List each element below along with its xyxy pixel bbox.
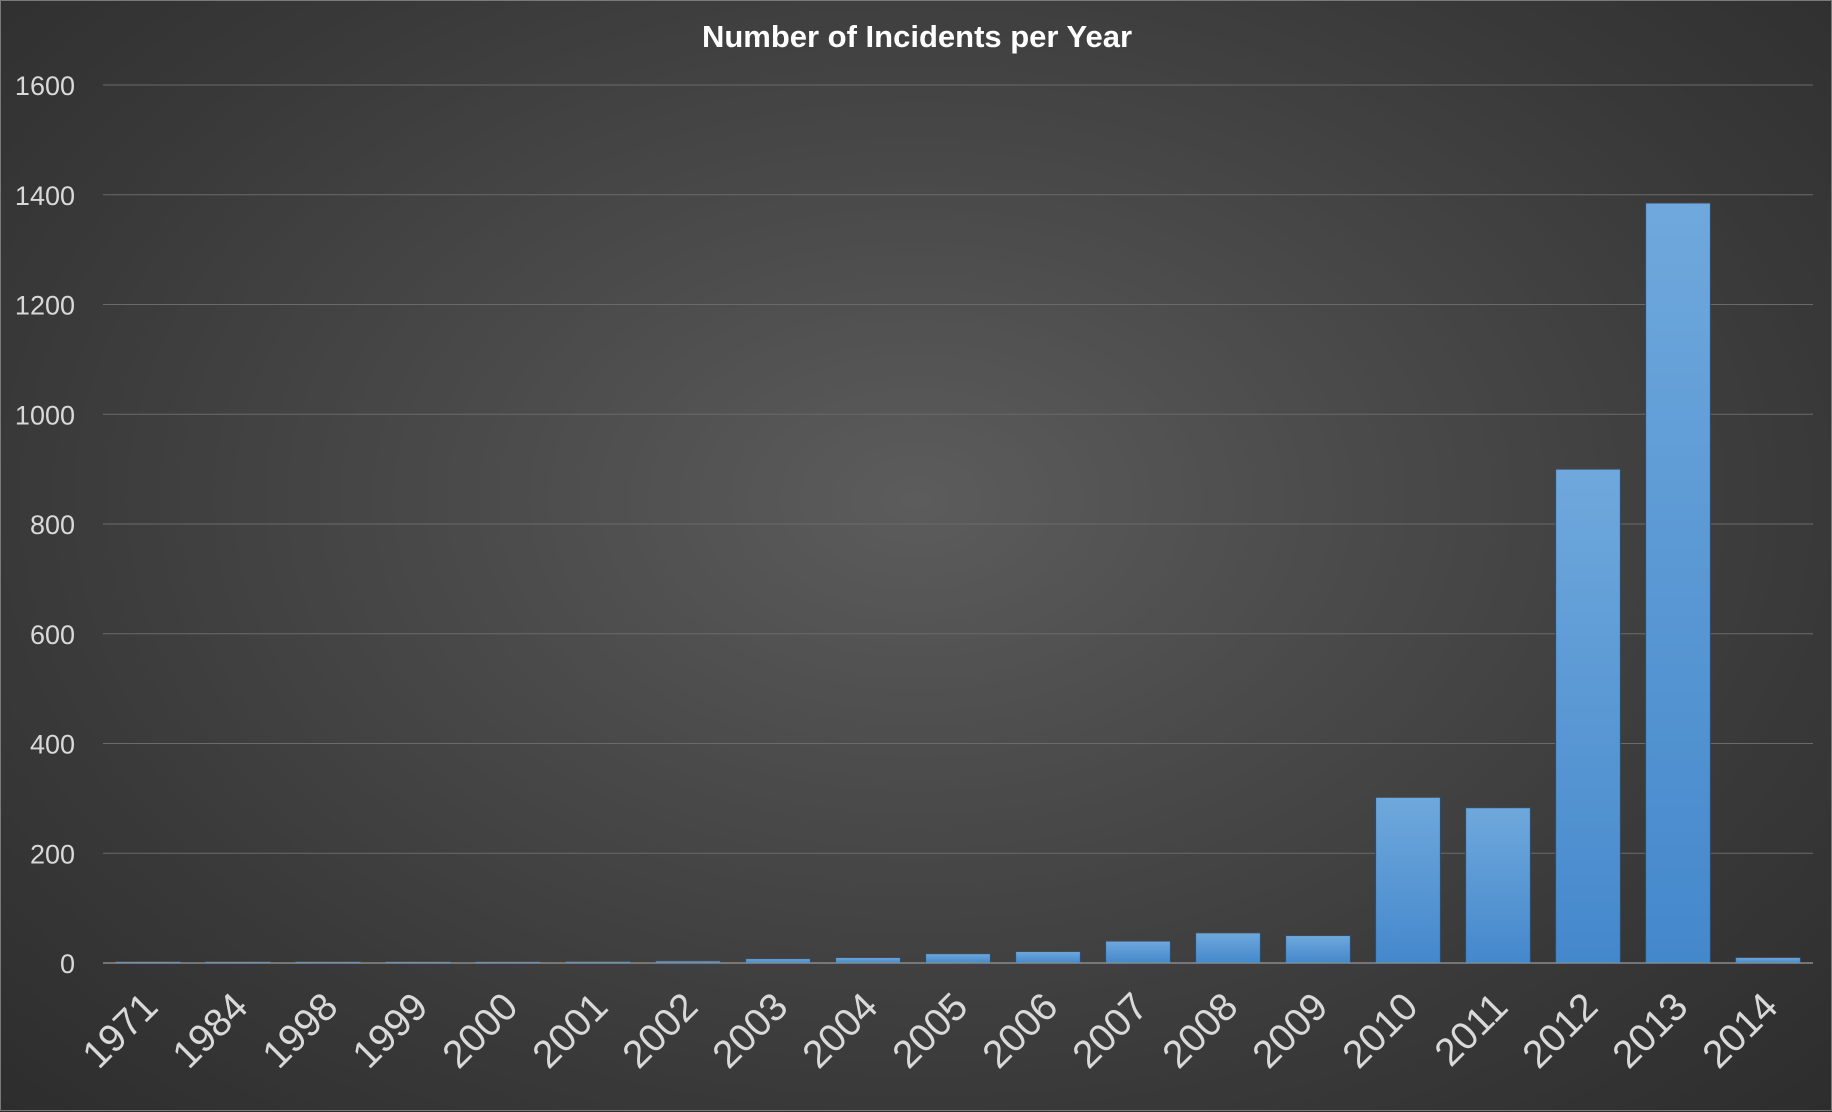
y-tick-label: 1600 <box>15 71 75 101</box>
bar-2005 <box>925 953 991 964</box>
bar-2004 <box>835 957 901 964</box>
x-tick-label: 2009 <box>1245 985 1337 1077</box>
bar-2009 <box>1285 935 1351 964</box>
x-tick-label: 2013 <box>1605 985 1697 1077</box>
x-tick-label: 2007 <box>1065 985 1157 1077</box>
x-tick-label: 2008 <box>1155 985 1247 1077</box>
bar-2006 <box>1015 950 1081 964</box>
bar-2010 <box>1375 796 1441 964</box>
y-tick-label: 400 <box>30 730 75 760</box>
gridlines <box>103 84 1813 854</box>
bar-2013 <box>1645 202 1711 964</box>
y-tick-label: 600 <box>30 620 75 650</box>
x-tick-label: 1998 <box>255 985 347 1077</box>
x-tick-label: 2003 <box>705 985 797 1077</box>
x-axis-ticks: 1971198419981999200020012002200320042005… <box>75 985 1787 1077</box>
x-tick-label: 2010 <box>1335 985 1427 1077</box>
x-tick-label: 2000 <box>435 985 527 1077</box>
x-tick-label: 2014 <box>1695 985 1787 1077</box>
y-tick-label: 200 <box>30 839 75 869</box>
chart-title: Number of Incidents per Year <box>702 19 1132 54</box>
x-tick-label: 2001 <box>525 985 617 1077</box>
x-tick-label: 1971 <box>75 985 167 1077</box>
y-tick-label: 0 <box>60 949 75 979</box>
y-axis-ticks: 0 200 400 600 800 1000 1200 1400 1600 <box>15 71 75 979</box>
y-tick-label: 1400 <box>15 181 75 211</box>
bar-2011 <box>1465 807 1531 964</box>
bars <box>115 202 1801 964</box>
x-tick-label: 2002 <box>615 985 707 1077</box>
x-tick-label: 2012 <box>1515 985 1607 1077</box>
x-tick-label: 2011 <box>1427 985 1517 1075</box>
bar-2012 <box>1555 468 1621 964</box>
bar-2014 <box>1735 957 1801 964</box>
y-tick-label: 1000 <box>15 400 75 430</box>
y-tick-label: 1200 <box>15 291 75 321</box>
bar-2008 <box>1195 932 1261 964</box>
x-tick-label: 1984 <box>165 985 257 1077</box>
x-tick-label: 2004 <box>795 985 887 1077</box>
x-tick-label: 1999 <box>345 985 437 1077</box>
bar-2007 <box>1105 940 1171 964</box>
x-tick-label: 2005 <box>885 985 977 1077</box>
x-tick-label: 2006 <box>975 985 1067 1077</box>
y-tick-label: 800 <box>30 510 75 540</box>
